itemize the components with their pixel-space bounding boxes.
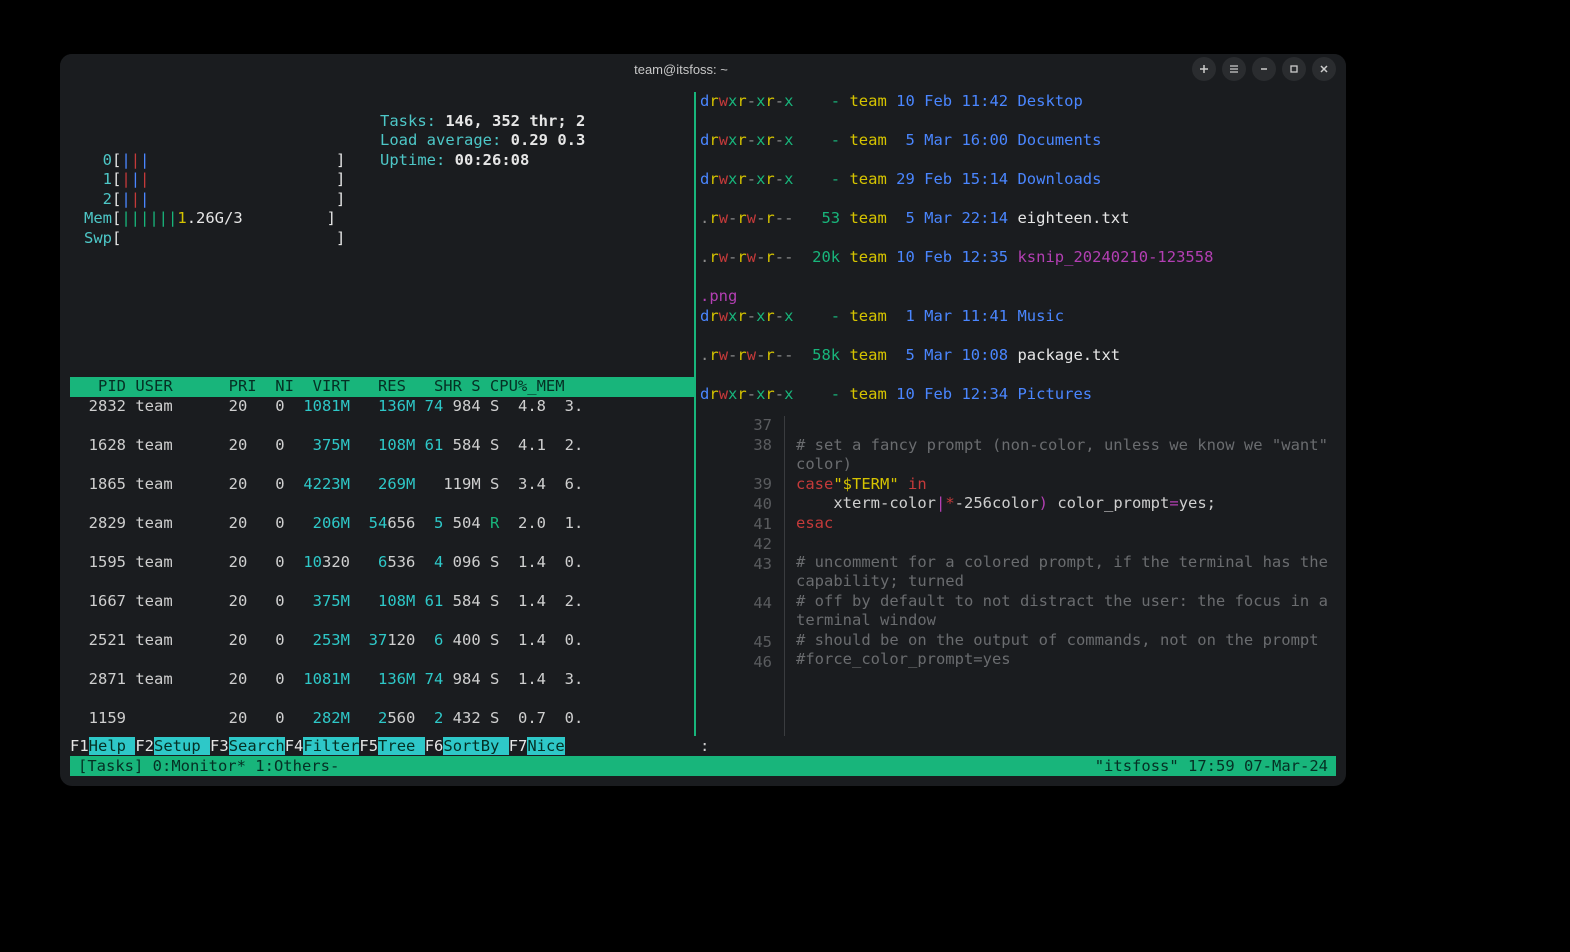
editor-line: esac [796,514,1336,534]
editor-line: xterm-color|*-256color) color_prompt=yes… [796,494,1336,514]
htop-process-list[interactable]: 2832 team 20 0 1081M 136M 74 984 S 4.8 3… [70,397,694,737]
line-number: 44 [700,594,784,633]
ls-row: drwxr-xr-x - team 5 Mar 16:00 Documents [700,131,1336,151]
line-number: 37 [700,416,784,436]
ls-row: .rw-rw-r-- 53 team 5 Mar 22:14 eighteen.… [700,209,1336,229]
process-row[interactable]: 1865 team 20 0 4223M 269M 119M S 3.4 6. [70,475,694,495]
process-row[interactable]: 1159 20 0 282M 2560 2 432 S 0.7 0. [70,709,694,729]
status-left: [Tasks] 0:Monitor* 1:Others- [78,756,339,776]
process-row[interactable]: 2829 team 20 0 206M 54656 5 504 R 2.0 1. [70,514,694,534]
ls-row: drwxr-xr-x - team 10 Feb 11:42 Desktop [700,92,1336,112]
line-number: 41 [700,515,784,535]
htop-stats: Tasks: 146, 352 thr; 2 Load average: 0.2… [380,92,585,170]
line-number: 42 [700,535,784,555]
ls-row: drwxr-xr-x - team 29 Feb 15:14 Downloads [700,170,1336,190]
process-row[interactable]: 2871 team 20 0 1081M 136M 74 984 S 1.4 3… [70,670,694,690]
editor-pane[interactable]: 37383940414243444546 # set a fancy promp… [700,416,1336,736]
window-title: team@itsfoss: ~ [170,62,1192,77]
line-number: 45 [700,633,784,653]
process-row[interactable]: 1628 team 20 0 375M 108M 61 584 S 4.1 2. [70,436,694,456]
line-number: 43 [700,555,784,594]
ls-row: .rw-rw-r-- 20k team 10 Feb 12:35 ksnip_2… [700,248,1336,268]
editor-line: # should be on the output of commands, n… [796,631,1336,651]
ls-row: .rw-rw-r-- 58k team 5 Mar 10:08 package.… [700,346,1336,366]
titlebar: team@itsfoss: ~ [60,54,1346,84]
process-row[interactable]: 1595 team 20 0 10320 6536 4 096 S 1.4 0. [70,553,694,573]
minimize-button[interactable] [1252,57,1276,81]
ls-row: drwxr-xr-x - team 1 Mar 11:41 Music [700,307,1336,327]
line-number: 40 [700,495,784,515]
tmux-statusbar: [Tasks] 0:Monitor* 1:Others- "itsfoss" 1… [70,756,1336,776]
editor-line: # off by default to not distract the use… [796,592,1336,631]
editor-gutter: 37383940414243444546 [700,416,785,736]
editor-line: # uncomment for a colored prompt, if the… [796,553,1336,592]
new-tab-button[interactable] [1192,57,1216,81]
editor-line [796,416,1336,436]
process-row[interactable]: 2521 team 20 0 253M 37120 6 400 S 1.4 0. [70,631,694,651]
editor-line: #force_color_prompt=yes [796,650,1336,670]
process-row[interactable]: 1667 team 20 0 375M 108M 61 584 S 1.4 2. [70,592,694,612]
status-right: "itsfoss" 17:59 07-Mar-24 [1095,756,1328,776]
close-button[interactable] [1312,57,1336,81]
htop-header: PID USER PRI NI VIRT RES SHR S CPU%_MEM [70,377,694,397]
ls-pane[interactable]: drwxr-xr-x - team 10 Feb 11:42 Desktop d… [700,92,1336,412]
ls-row: drwxr-xr-x - team 10 Feb 12:34 Pictures [700,385,1336,405]
htop-pane[interactable]: 0[||| ] 1[||| ] 2[||| ] Mem[||||||1.26G/… [70,92,694,736]
editor-line [796,533,1336,553]
line-number: 39 [700,475,784,495]
editor-line: case"$TERM" in [796,475,1336,495]
maximize-button[interactable] [1282,57,1306,81]
line-number: 46 [700,653,784,673]
command-colon: : [700,737,709,757]
editor-line: # set a fancy prompt (non-color, unless … [796,436,1336,475]
editor-body[interactable]: # set a fancy prompt (non-color, unless … [796,416,1336,736]
terminal-window: team@itsfoss: ~ [60,54,1346,786]
htop-fnbar: F1Help F2Setup F3SearchF4FilterF5Tree F6… [70,737,694,757]
process-row[interactable]: 2832 team 20 0 1081M 136M 74 984 S 4.8 3… [70,397,694,417]
menu-icon[interactable] [1222,57,1246,81]
line-number: 38 [700,436,784,475]
